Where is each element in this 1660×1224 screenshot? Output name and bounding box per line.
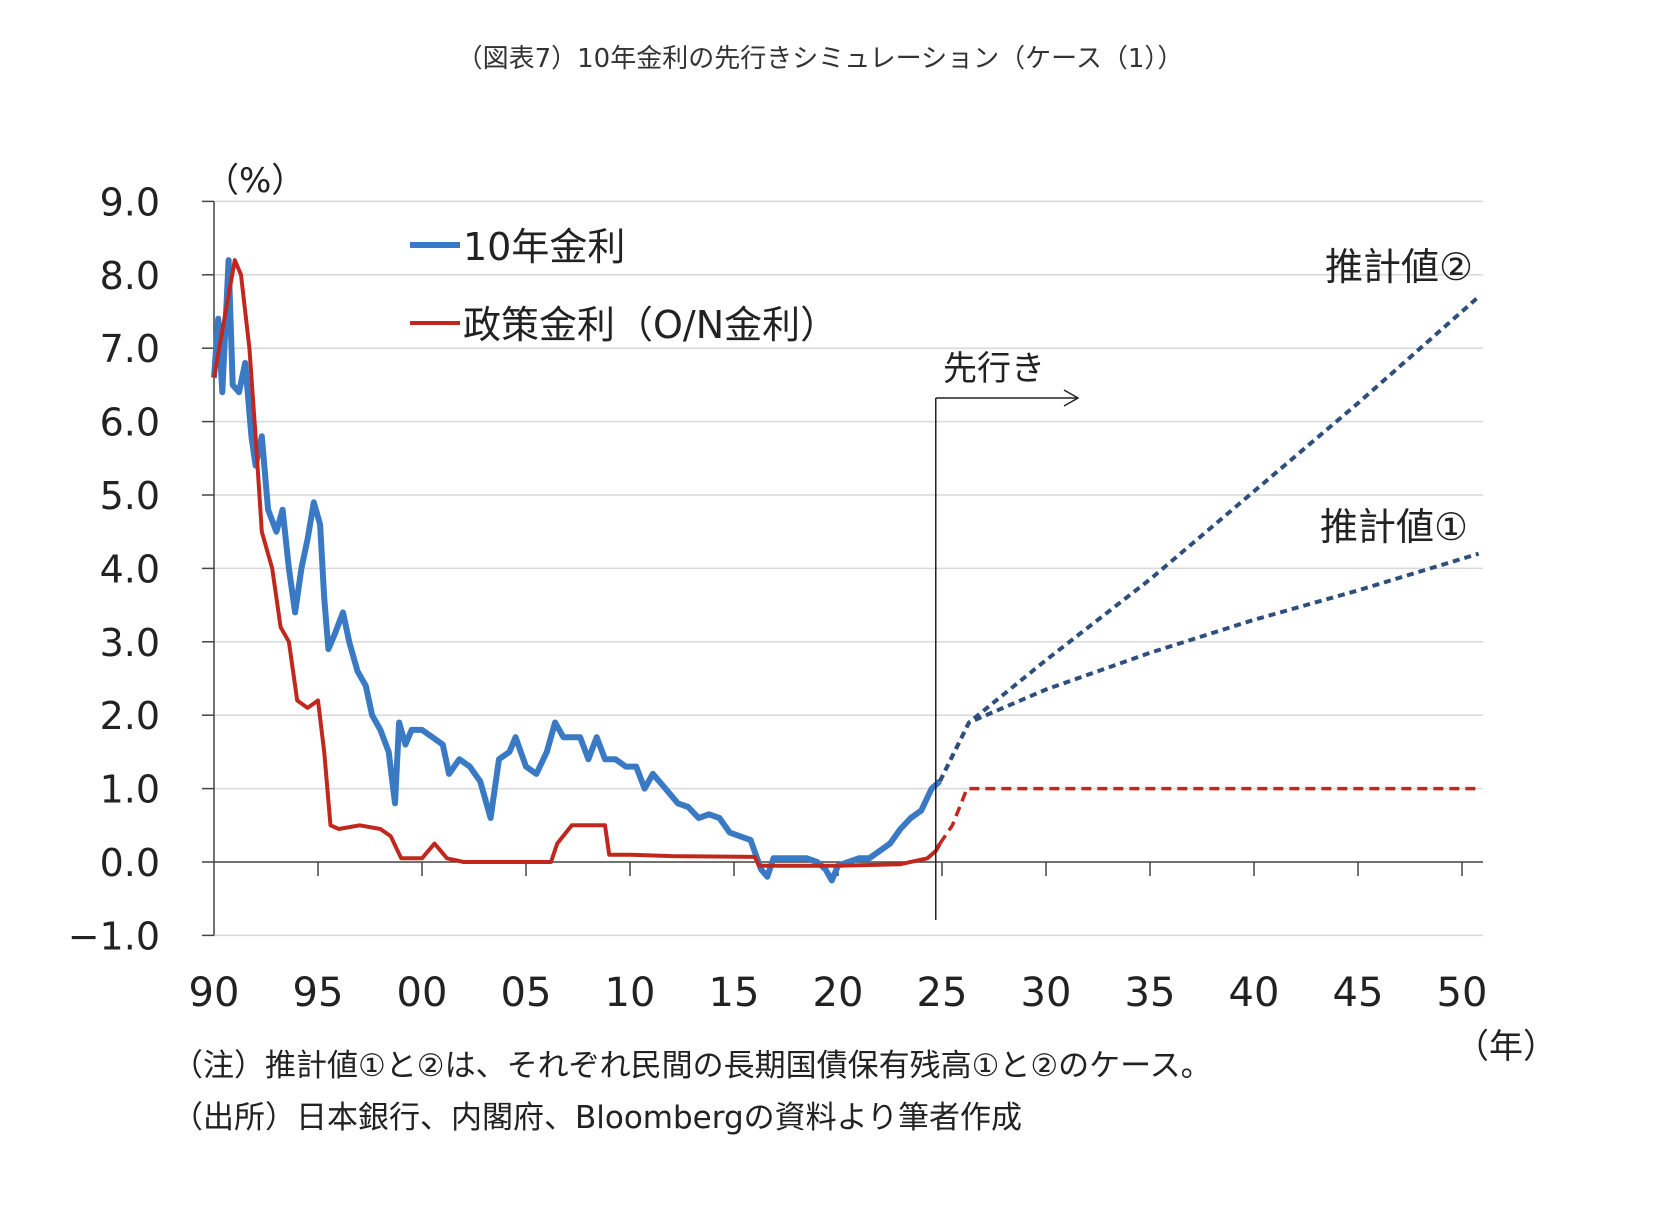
x-axis-unit-label: （年） (1455, 1027, 1557, 1067)
x-tick-label: 15 (709, 970, 760, 1016)
x-tick-label: 00 (397, 970, 448, 1016)
y-tick-label: 9.0 (100, 180, 160, 224)
y-axis-unit-label: （%） (205, 161, 305, 201)
chart-title: （図表7）10年金利の先行きシミュレーション（ケース（1）） (456, 44, 1184, 74)
x-tick-label: 30 (1021, 970, 1072, 1016)
axes: 9.0 8.0 7.0 6.0 5.0 4.0 3.0 2.0 1.0 0.0 −1.0 90 95 00… (68, 180, 1488, 1016)
y-tick-label: 3.0 (100, 621, 160, 665)
x-tick-label: 20 (813, 970, 864, 1016)
series-lines (211, 257, 1480, 884)
legend-label-policy: 政策金利（O/N金利） (463, 303, 838, 347)
gridlines (214, 200, 1483, 937)
x-tick-label: 25 (917, 970, 968, 1016)
y-tick-label: 4.0 (100, 547, 160, 591)
forecast-marker (935, 389, 1080, 920)
x-tick-label: 40 (1229, 970, 1280, 1016)
label-estimate-2: 推計値② (1325, 245, 1473, 289)
y-tick-label: 6.0 (100, 401, 160, 445)
y-tick-label: 8.0 (100, 254, 160, 298)
y-tick-label: −1.0 (68, 914, 160, 958)
x-tick-label: 05 (501, 970, 552, 1016)
arrow-head-icon (1063, 389, 1080, 407)
y-tick-label: 7.0 (100, 327, 160, 371)
legend: 10年金利 政策金利（O/N金利） (410, 225, 838, 347)
x-tick-label: 10 (605, 970, 656, 1016)
forecast-label: 先行き (943, 349, 1045, 389)
series-line-2 (938, 551, 1480, 783)
series-line-1 (212, 258, 942, 868)
note-text: （注）推計値①と②は、それぞれ民間の長期国債保有残高①と②のケース。 (172, 1048, 1212, 1084)
label-estimate-1: 推計値① (1320, 505, 1468, 549)
y-tick-label: 5.0 (100, 474, 160, 518)
x-tick-label: 50 (1437, 970, 1488, 1016)
series-line-4 (938, 786, 1479, 845)
source-text: （出所）日本銀行、内閣府、Bloombergの資料より筆者作成 (172, 1100, 1023, 1136)
y-tick-label: 2.0 (100, 694, 160, 738)
y-tick-label: 1.0 (100, 768, 160, 812)
series-line-3 (938, 295, 1480, 783)
y-tick-label: 0.0 (100, 841, 160, 885)
x-tick-label: 95 (293, 970, 344, 1016)
legend-label-10y: 10年金利 (463, 225, 625, 269)
x-tick-label: 35 (1125, 970, 1176, 1016)
series-line-0 (211, 257, 942, 884)
x-tick-label: 45 (1333, 970, 1384, 1016)
x-tick-label: 90 (189, 970, 240, 1016)
